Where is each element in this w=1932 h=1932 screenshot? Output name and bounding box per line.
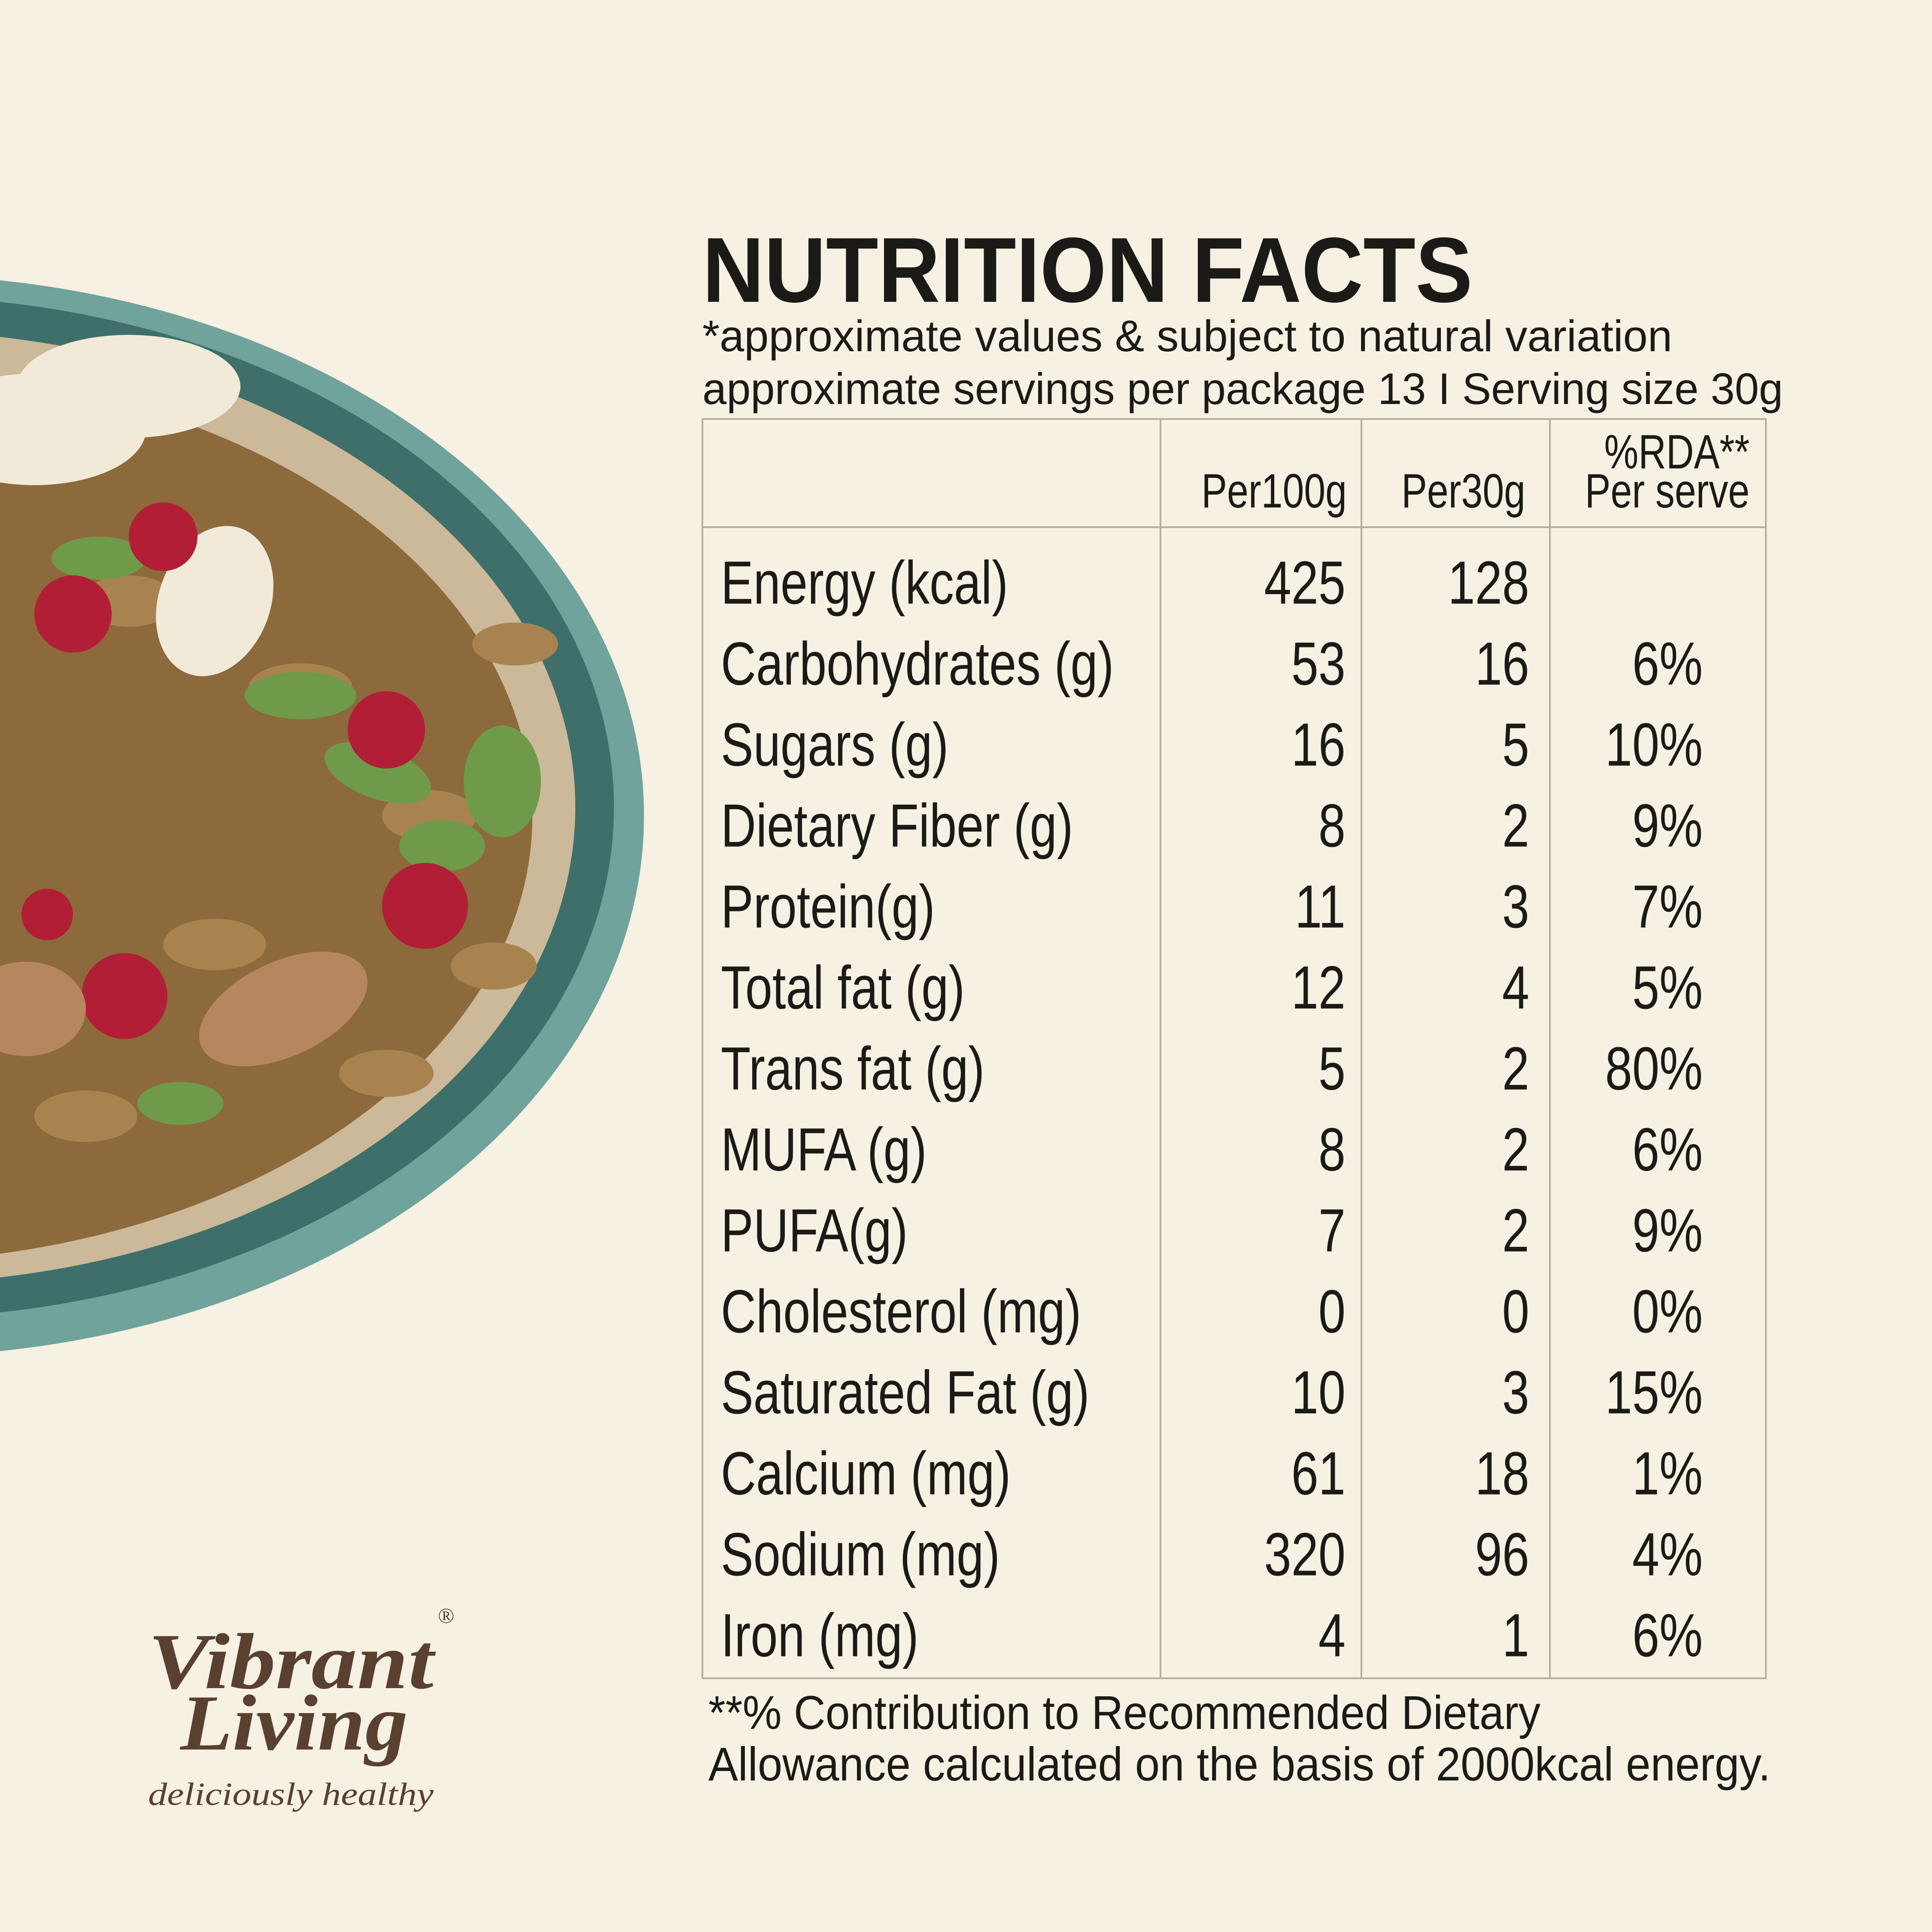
subtitle: approximate servings per package 13 I Se… (702, 364, 1783, 413)
nutrient-label: Calcium (mg) (721, 1440, 1011, 1508)
nutrient-label: Dietary Fiber (g) (721, 792, 1073, 860)
nutrient-value: 9% (1632, 792, 1703, 860)
nutrient-value: 10% (1605, 711, 1703, 779)
nutrient-label: Carbohydrates (g) (721, 630, 1114, 698)
nutrient-label: PUFA(g) (721, 1197, 908, 1265)
nutrient-value: 128 (1448, 549, 1529, 617)
nutrient-value: 0 (1318, 1278, 1346, 1346)
column-header: %RDA** (1604, 425, 1750, 479)
nutrient-value: 3 (1502, 1359, 1529, 1427)
nutrient-value: 425 (1264, 549, 1346, 617)
nutrient-value: 9% (1632, 1197, 1703, 1265)
nutrient-value: 3 (1502, 873, 1529, 941)
nutrient-label: Total fat (g) (721, 954, 965, 1022)
nutrient-value: 2 (1502, 1035, 1529, 1103)
title: NUTRITION FACTS (702, 218, 1473, 322)
nutrient-value: 7% (1632, 873, 1703, 941)
nutrient-value: 80% (1605, 1035, 1703, 1103)
nutrient-value: 2 (1502, 1116, 1529, 1184)
nutrient-value: 16 (1291, 711, 1346, 779)
nutrient-value: 8 (1318, 792, 1346, 860)
footnote: Allowance calculated on the basis of 200… (708, 1738, 1771, 1791)
column-header: Per100g (1201, 465, 1347, 518)
nutrient-value: 5 (1318, 1035, 1346, 1103)
nutrient-label: Iron (mg) (721, 1602, 919, 1670)
nutrient-value: 12 (1291, 954, 1346, 1022)
nutrient-label: Trans fat (g) (721, 1035, 984, 1103)
column-header: Per serve (1585, 465, 1750, 518)
nutrient-value: 6% (1632, 1116, 1703, 1184)
brand-name: Living (179, 1679, 408, 1767)
subtitle: *approximate values & subject to natural… (702, 311, 1672, 361)
nutrient-value: 5% (1632, 954, 1703, 1022)
bowl-illustration (0, 280, 644, 1351)
registered-mark: ® (438, 1604, 454, 1628)
nutrient-value: 15% (1605, 1359, 1703, 1427)
nutrition-table (702, 418, 1767, 1679)
nutrient-value: 53 (1291, 630, 1346, 698)
nutrient-value: 7 (1318, 1197, 1346, 1265)
nutrient-value: 11 (1295, 873, 1346, 941)
nutrient-value: 2 (1502, 1197, 1529, 1265)
nutrient-value: 2 (1502, 792, 1529, 860)
nutrient-value: 6% (1632, 1602, 1703, 1670)
nutrient-value: 0% (1632, 1278, 1703, 1346)
nutrient-label: Cholesterol (mg) (721, 1278, 1081, 1346)
nutrient-value: 0 (1502, 1278, 1529, 1346)
nutrient-value: 96 (1475, 1521, 1529, 1589)
nutrient-value: 18 (1475, 1440, 1529, 1508)
table-border (702, 418, 1767, 1679)
nutrient-value: 4 (1318, 1602, 1346, 1670)
nutrient-value: 61 (1291, 1440, 1346, 1508)
nutrient-label: Energy (kcal) (721, 549, 1008, 617)
nutrient-value: 8 (1318, 1116, 1346, 1184)
nutrient-label: MUFA (g) (721, 1116, 927, 1184)
nutrient-value: 16 (1475, 630, 1529, 698)
nutrient-value: 5 (1502, 711, 1529, 779)
nutrient-value: 4% (1632, 1521, 1703, 1589)
tagline: deliciously healthy (148, 1777, 434, 1812)
nutrient-label: Sugars (g) (721, 711, 948, 779)
nutrient-value: 10 (1291, 1359, 1346, 1427)
nutrient-value: 1 (1502, 1602, 1529, 1670)
column-header: Per30g (1401, 465, 1525, 518)
nutrient-label: Saturated Fat (g) (721, 1359, 1090, 1427)
nutrient-value: 320 (1264, 1521, 1346, 1589)
brand-name: Vibrant (148, 1618, 436, 1706)
nutrient-label: Sodium (mg) (721, 1521, 1000, 1589)
nutrient-value: 4 (1502, 954, 1529, 1022)
footnote: **% Contribution to Recommended Dietary (708, 1686, 1540, 1739)
nutrient-value: 1% (1632, 1440, 1703, 1508)
nutrient-label: Protein(g) (721, 873, 935, 941)
nutrient-value: 6% (1632, 630, 1703, 698)
